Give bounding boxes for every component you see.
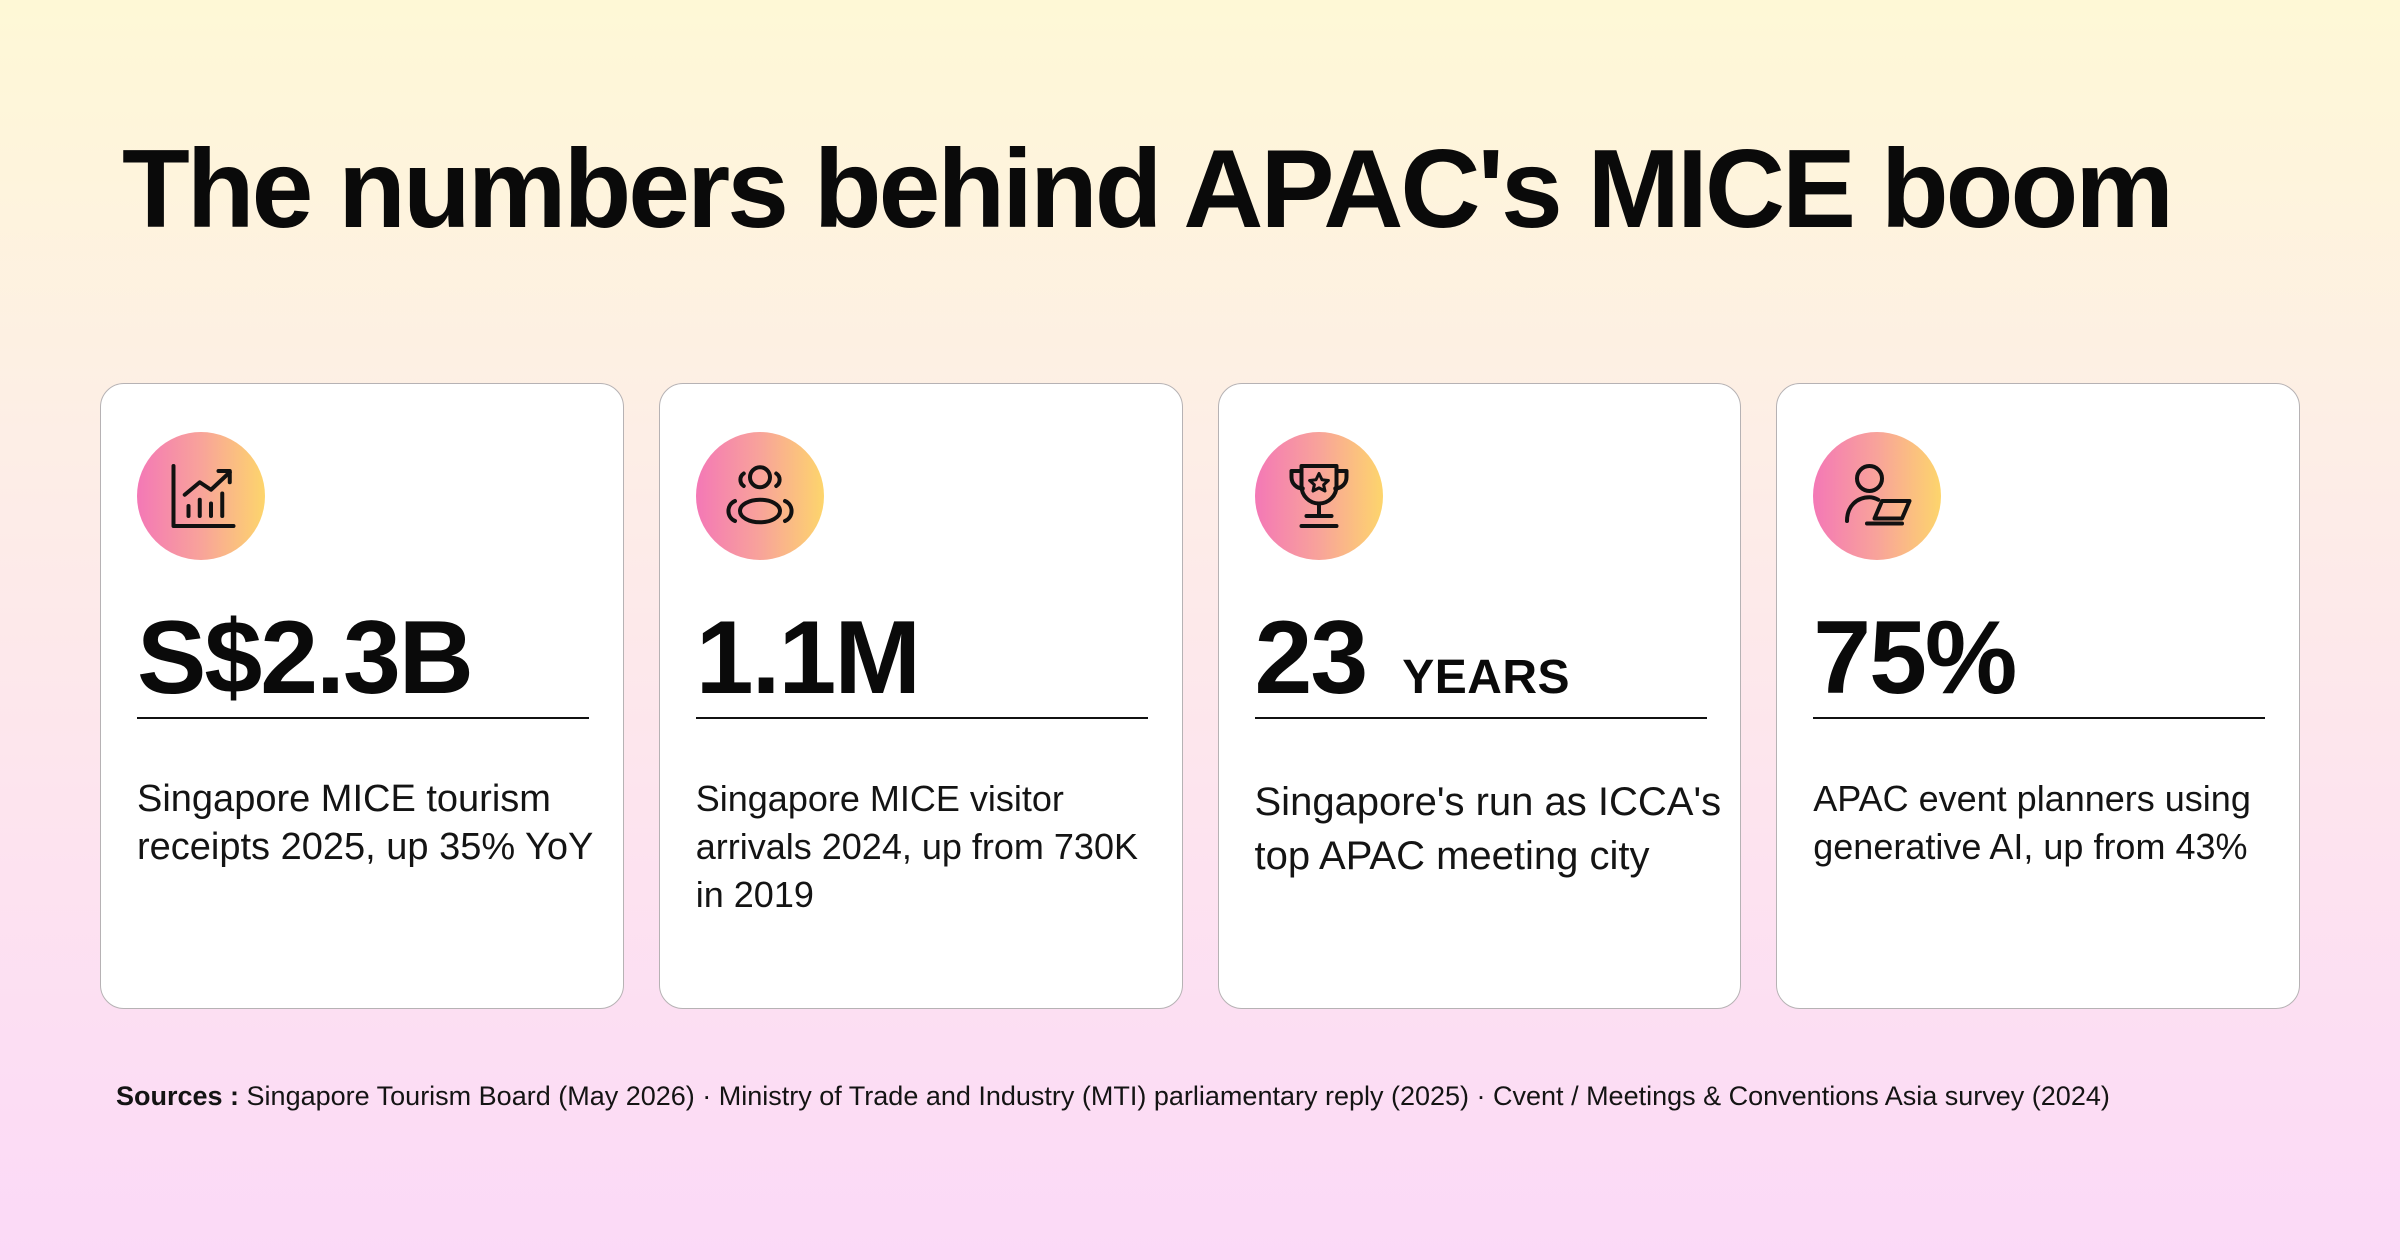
stat: 75% — [1813, 600, 2017, 716]
chart-growth-icon — [137, 432, 265, 560]
stat-description: APAC event planners using generative AI,… — [1813, 778, 2251, 867]
stat-card-ai-adoption: 75% APAC event planners using generative… — [1776, 383, 2300, 1009]
sources-footnote: Sources : Singapore Tourism Board (May 2… — [116, 1081, 2110, 1112]
stat-description: Singapore's run as ICCA's top APAC meeti… — [1254, 780, 1722, 878]
divider — [1813, 717, 2266, 719]
people-group-icon — [695, 432, 824, 560]
stat-value: 75% — [1813, 600, 2017, 716]
sources-text: Singapore Tourism Board (May 2026) · Min… — [239, 1081, 2110, 1111]
trophy-icon — [1254, 432, 1383, 560]
stat-card-arrivals: 1.1M Singapore MICE visitor arrivals 202… — [658, 383, 1183, 1009]
stat-value: 1.1M — [695, 600, 921, 716]
stat-value: 23 — [1254, 600, 1369, 716]
stat-description: Singapore MICE tourism receipts 2025, up… — [137, 778, 594, 868]
stat: 23 YEARS — [1255, 606, 1571, 710]
stat-card-receipts: S$2.3B Singapore MICE tourism receipts 2… — [100, 383, 624, 1009]
stat-card-years: 23 YEARS Singapore's run as ICCA's top A… — [1217, 383, 1742, 1009]
stat: 1.1M — [695, 600, 921, 716]
divider — [137, 717, 589, 719]
stat-cards: S$2.3B Singapore MICE tourism receipts 2… — [100, 383, 2300, 1011]
stat: S$2.3B — [137, 600, 474, 716]
sources-label: Sources : — [116, 1081, 240, 1111]
stat-description: Singapore MICE visitor arrivals 2024, up… — [695, 778, 1138, 915]
divider — [695, 717, 1148, 719]
page-title: The numbers behind APAC's MICE boom — [122, 127, 2174, 251]
divider — [1254, 717, 1707, 719]
stat-value: S$2.3B — [137, 600, 474, 716]
stat-unit: YEARS — [1402, 651, 1571, 704]
user-laptop-icon — [1813, 432, 1942, 560]
